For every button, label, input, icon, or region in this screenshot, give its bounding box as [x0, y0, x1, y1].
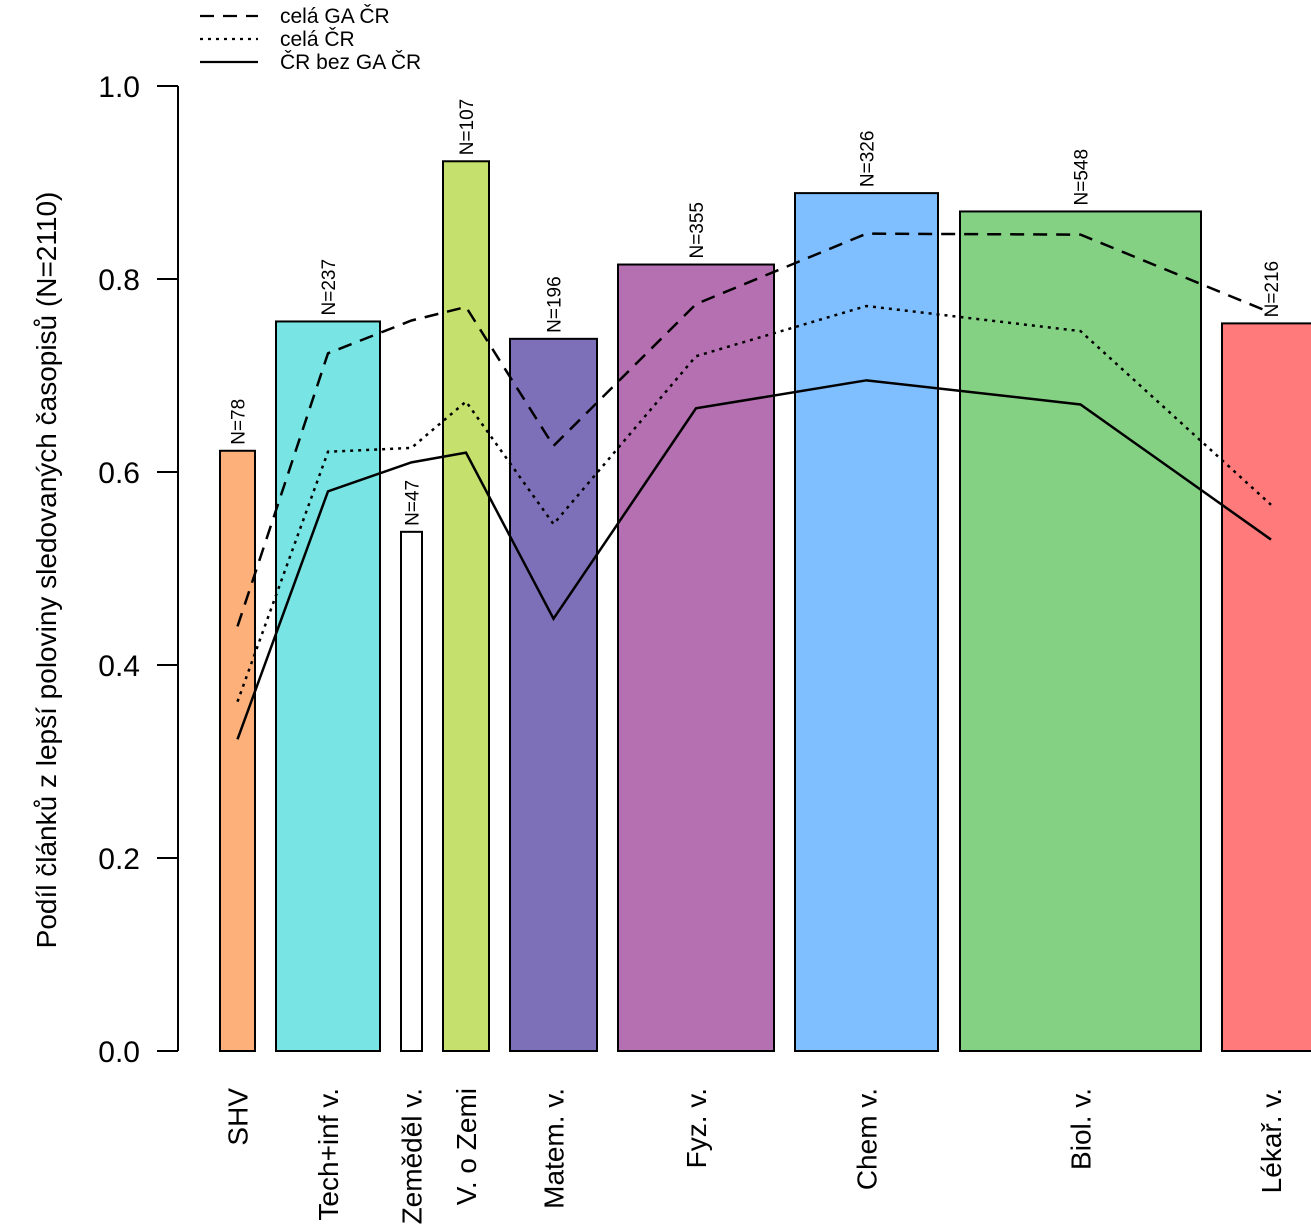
bar-4: [442, 160, 490, 1052]
x-tick-label: Chem v.: [852, 1088, 883, 1190]
bar-n-label: N=355: [687, 202, 708, 259]
y-tick-label: 0.6: [98, 457, 140, 490]
bar-9: [1221, 322, 1311, 1052]
y-tick-label: 0.2: [98, 843, 140, 876]
legend-label: celá GA ČR: [280, 5, 390, 28]
bar-n-label: N=47: [403, 480, 424, 526]
y-axis: 0.0 0.2 0.4 0.6 0.8 1.0: [98, 71, 179, 1069]
y-tick-label: 0.4: [98, 650, 140, 683]
x-tick-label: SHV: [223, 1088, 254, 1146]
x-tick-label: Lékař. v.: [1256, 1088, 1287, 1193]
series-line-2: [236, 304, 1272, 703]
bar-8: [959, 210, 1202, 1052]
bar-n-label: N=78: [229, 399, 250, 445]
y-tick-label: 1.0: [98, 71, 140, 104]
legend-label: ČR bez GA ČR: [280, 51, 421, 74]
lines-group: [236, 232, 1272, 740]
bar-n-label: N=216: [1262, 261, 1283, 318]
x-tick-label: Biol. v.: [1066, 1088, 1097, 1170]
bar-n-label: N=196: [545, 276, 566, 333]
bar-7: [794, 192, 939, 1053]
bar-1: [219, 449, 256, 1052]
bar-n-label: N=237: [319, 259, 340, 316]
bar-n-label: N=326: [858, 131, 879, 188]
bars-group: [219, 160, 1311, 1053]
x-tick-label: Zeměděl v.: [397, 1088, 428, 1224]
n-labels-group: N=78 N=237 N=47 N=107 N=196 N=355 N=326 N=548 N=…: [229, 99, 1284, 526]
y-axis-label: Podíl článků z lepší poloviny sledovanýc…: [31, 192, 62, 949]
bar-5: [509, 337, 598, 1052]
x-tick-label: V. o Zemi: [451, 1088, 482, 1205]
x-tick-label: Tech+inf v.: [313, 1088, 344, 1221]
bar-6: [617, 263, 775, 1052]
bar-n-label: N=107: [457, 99, 478, 156]
y-tick-label: 0.8: [98, 264, 140, 297]
x-axis-labels: SHV Tech+inf v. Zeměděl v. V. o Zemi Matem. …: [223, 1088, 1288, 1225]
bar-3: [400, 530, 423, 1052]
x-tick-label: Matem. v.: [539, 1088, 570, 1209]
x-tick-label: Fyz. v.: [681, 1088, 712, 1168]
bar-2: [275, 320, 381, 1052]
y-tick-label: 0.0: [98, 1036, 140, 1069]
bar-n-label: N=548: [1072, 149, 1093, 206]
legend-label: celá ČR: [280, 28, 355, 51]
series-line-3: [236, 379, 1272, 740]
